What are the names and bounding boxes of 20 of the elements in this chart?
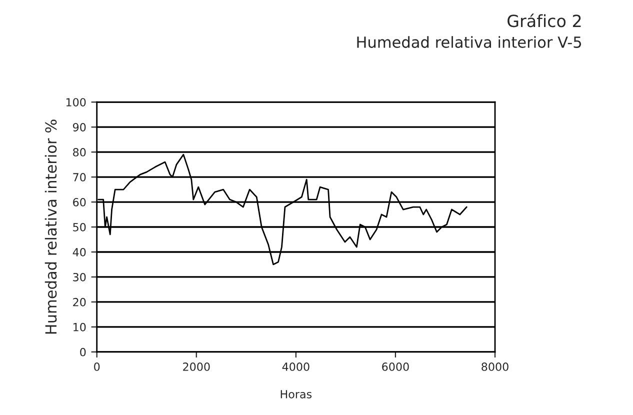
x-tick-label: 4000 [282,362,310,371]
text: Gráfico 2 [508,14,581,28]
y-tick-label: 70 [73,173,86,182]
y-tick-label: 90 [72,123,86,132]
y-tick-label: 0 [80,348,86,356]
x-tick-label: 0 [94,362,100,371]
y-tick-label: 20 [73,298,86,306]
y-tick-label: 30 [73,272,86,282]
y-tick-label: 60 [73,198,86,206]
chart-subtitle: Humedad relativa interior V-5 [357,36,582,48]
y-tick-label: 50 [73,222,86,232]
x-axis-title: Horas [280,390,312,398]
x-tick-label: 6000 [382,362,409,371]
y-tick-label: 10 [74,322,86,332]
y-tick-label: 40 [72,248,86,256]
x-tick-label: 2000 [183,362,210,371]
y-tick-label: 80 [73,148,86,156]
y-axis-title: Humedad relativa interior % [44,120,57,334]
x-tick-label: 8000 [482,362,508,371]
y-tick-label: 100 [66,98,86,106]
